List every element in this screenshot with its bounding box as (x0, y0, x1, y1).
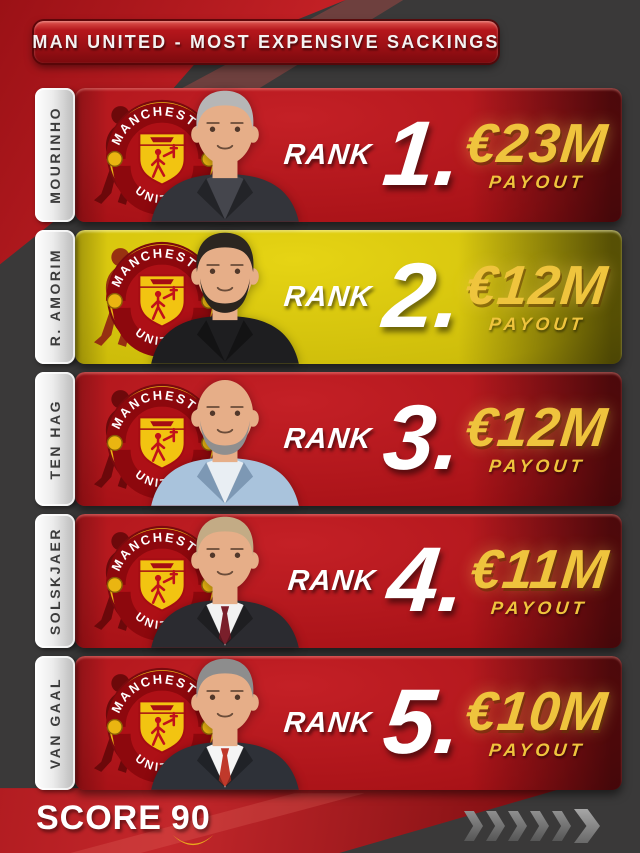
manager-name-strip: MOURINHO (35, 88, 75, 222)
rank-label: RANK (282, 280, 374, 313)
chevron-right-icon (464, 811, 483, 841)
manager-photo (150, 373, 300, 506)
ranking-row-2: MANCHESTER UNITED RANK 2. €12M PAYOUT R.… (35, 230, 622, 364)
rank-label: RANK (282, 422, 374, 455)
brand-number: 90 (170, 799, 214, 846)
manager-name: TEN HAG (47, 398, 63, 480)
payout-label: PAYOUT (488, 314, 587, 335)
chevron-right-icon (574, 809, 600, 843)
payout-label: PAYOUT (488, 172, 587, 193)
chevron-right-icon (530, 811, 549, 841)
rank-label: RANK (282, 138, 374, 171)
manager-photo (150, 515, 300, 648)
payout-block: €10M PAYOUT (463, 679, 612, 761)
manager-photo (150, 89, 300, 222)
chevron-right-icon (486, 811, 505, 841)
rank-group: RANK 3. €12M PAYOUT (282, 372, 612, 506)
payout-amount: €12M (463, 395, 612, 458)
payout-amount: €10M (463, 679, 612, 742)
rank-label: RANK (286, 564, 378, 597)
rank-number: 1. (378, 103, 466, 206)
payout-label: PAYOUT (490, 598, 589, 619)
manager-name: R. AMORIM (47, 247, 63, 347)
chevron-right-icons (464, 809, 600, 843)
rank-number: 4. (382, 529, 470, 632)
payout-block: €12M PAYOUT (463, 395, 612, 477)
payout-block: €12M PAYOUT (463, 253, 612, 335)
rank-group: RANK 1. €23M PAYOUT (282, 88, 612, 222)
manager-name: MOURINHO (47, 106, 63, 204)
ranking-row-1: MANCHESTER UNITED RANK 1. €23M PAYOUT MO… (35, 88, 622, 222)
payout-label: PAYOUT (488, 456, 587, 477)
payout-label: PAYOUT (488, 740, 587, 761)
manager-name-strip: SOLSKJAER (35, 514, 75, 648)
manager-name-strip: R. AMORIM (35, 230, 75, 364)
brand-number-text: 90 (170, 799, 211, 837)
payout-amount: €11M (467, 537, 612, 600)
ranking-row-5: MANCHESTER UNITED RANK 5. €10M PAYOUT VA… (35, 656, 622, 790)
rank-number: 5. (378, 671, 466, 774)
payout-block: €23M PAYOUT (463, 111, 612, 193)
manager-name: VAN GAAL (47, 676, 63, 770)
rank-group: RANK 2. €12M PAYOUT (282, 230, 612, 364)
chevron-right-icon (508, 811, 527, 841)
gold-smile-icon (172, 834, 214, 846)
manager-name-strip: VAN GAAL (35, 656, 75, 790)
page-title: MAN UNITED - MOST EXPENSIVE SACKINGS (32, 31, 500, 52)
rank-number: 3. (378, 387, 466, 490)
rank-label: RANK (282, 706, 374, 739)
ranking-row-3: MANCHESTER UNITED RANK 3. €12M PAYOUT TE… (35, 372, 622, 506)
rank-number: 2. (378, 245, 466, 348)
manager-photo (150, 231, 300, 364)
manager-name: SOLSKJAER (47, 526, 63, 636)
title-banner: MAN UNITED - MOST EXPENSIVE SACKINGS (32, 21, 500, 63)
ranking-row-4: MANCHESTER UNITED RANK 4. €11M PAYOUT SO… (35, 514, 622, 648)
rank-group: RANK 4. €11M PAYOUT (286, 514, 612, 648)
footer: SCORE 90 (0, 791, 640, 853)
payout-amount: €23M (463, 111, 612, 174)
score90-logo: SCORE 90 (36, 799, 214, 846)
rank-group: RANK 5. €10M PAYOUT (282, 656, 612, 790)
payout-block: €11M PAYOUT (467, 537, 612, 619)
manager-name-strip: TEN HAG (35, 372, 75, 506)
payout-amount: €12M (463, 253, 612, 316)
chevron-right-icon (552, 811, 571, 841)
brand-score-text: SCORE (36, 799, 162, 837)
manager-photo (150, 657, 300, 790)
